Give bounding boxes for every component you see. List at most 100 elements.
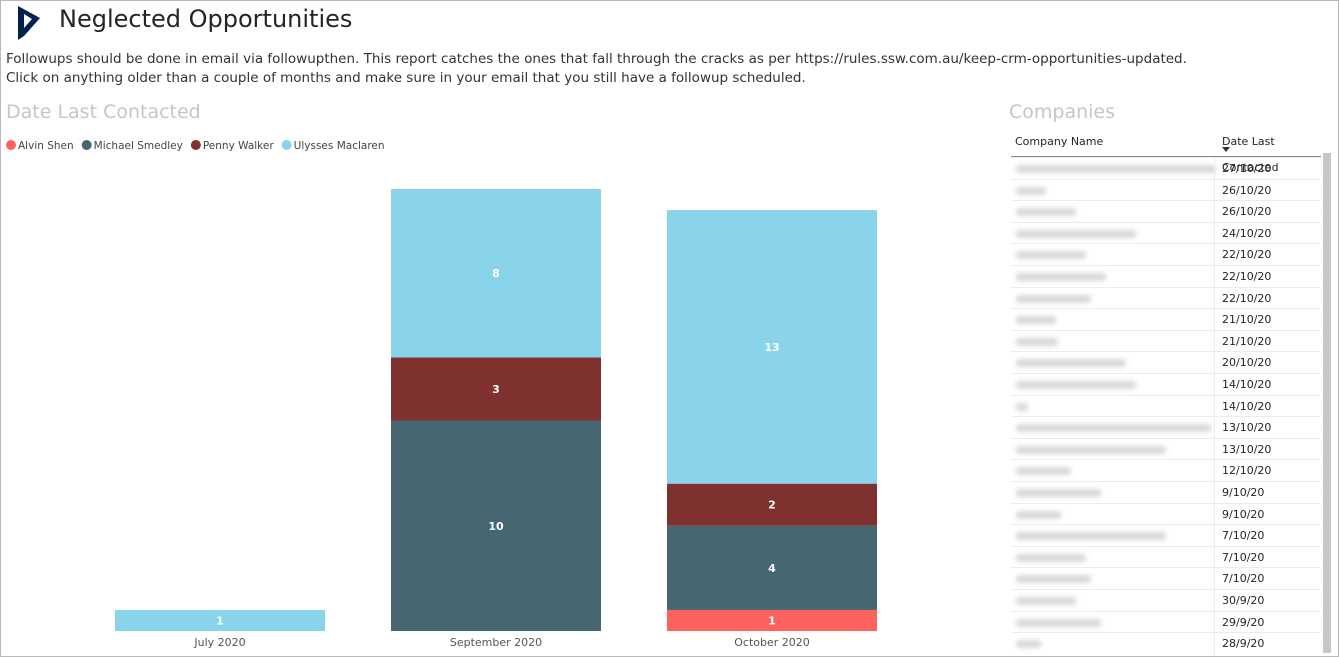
redacted-company <box>1016 316 1056 325</box>
date-cell: 21/10/20 <box>1222 313 1272 327</box>
redacted-company <box>1016 337 1058 346</box>
x-tick-label: July 2020 <box>193 636 245 649</box>
table-row[interactable]: 29/9/20 <box>1011 610 1321 634</box>
table-row[interactable]: 20/10/20 <box>1011 351 1321 374</box>
table-row[interactable]: 12/10/20 <box>1011 459 1321 482</box>
legend-marker <box>81 140 92 150</box>
table-row[interactable]: 13/10/20 <box>1011 437 1321 461</box>
redacted-company <box>1016 640 1041 649</box>
date-cell: 14/10/20 <box>1222 378 1272 391</box>
redacted-company <box>1016 489 1101 497</box>
x-tick-label: September 2020 <box>450 636 542 649</box>
date-cell: 14/10/20 <box>1222 399 1272 413</box>
table-row[interactable]: 14/10/20 <box>1011 394 1321 418</box>
date-cell: 28/9/20 <box>1222 637 1265 651</box>
date-cell: 26/10/20 <box>1222 205 1272 219</box>
redacted-company <box>1016 273 1106 281</box>
bar-segment <box>667 483 877 526</box>
table-row[interactable]: 13/10/20 <box>1011 416 1321 439</box>
table-row[interactable]: 28/9/20 <box>1011 632 1321 655</box>
redacted-company <box>1016 618 1101 627</box>
table-row[interactable]: 27/10/20 <box>1011 157 1321 180</box>
redacted-company <box>1016 186 1046 195</box>
table-row[interactable]: 14/10/20 <box>1011 373 1321 396</box>
date-cell: 30/9/20 <box>1222 594 1265 607</box>
redacted-company <box>1016 532 1166 541</box>
data-label: 2 <box>768 499 776 512</box>
redacted-company <box>1016 294 1091 303</box>
table-row[interactable]: 30/9/20 <box>1011 589 1321 612</box>
table-row[interactable]: 21/10/20 <box>1011 308 1321 331</box>
legend-marker <box>6 140 16 150</box>
description: Click on anything older than a couple of… <box>6 70 806 86</box>
redacted-company <box>1016 445 1166 454</box>
date-cell: 13/10/20 <box>1222 421 1272 435</box>
table-row[interactable]: 7/10/20 <box>1011 567 1321 590</box>
date-cell: 20/10/20 <box>1222 356 1272 370</box>
data-label: 1 <box>768 614 776 627</box>
date-cell: 26/10/20 <box>1222 183 1272 197</box>
date-cell: 13/10/20 <box>1222 442 1272 456</box>
data-label: 4 <box>768 562 776 575</box>
legend-label: Alvin Shen <box>18 140 74 152</box>
date-cell: 7/10/20 <box>1222 529 1265 543</box>
redacted-company <box>1016 251 1086 260</box>
date-cell: 27/10/20 <box>1222 162 1272 175</box>
redacted-company <box>1016 208 1076 217</box>
table-row[interactable]: 7/10/20 <box>1011 545 1321 569</box>
date-cell: 24/10/20 <box>1222 226 1272 240</box>
companies-table: Company Name Date Last Contacted 27/10/2… <box>1011 129 1331 656</box>
date-cell: 22/10/20 <box>1222 270 1272 283</box>
redacted-company <box>1016 575 1091 584</box>
date-cell: 29/9/20 <box>1222 615 1265 629</box>
legend-marker <box>281 140 292 150</box>
legend-label: Ulysses Maclaren <box>294 140 385 152</box>
table-row[interactable]: 9/10/20 <box>1011 502 1321 526</box>
data-label: 8 <box>492 267 500 280</box>
bar-segment <box>667 609 877 631</box>
table-row[interactable]: 21/10/20 <box>1011 329 1321 353</box>
table-row[interactable]: 9/10/20 <box>1011 481 1321 504</box>
page-title: Neglected Opportunities <box>59 5 353 33</box>
chart-title: Date Last Contacted <box>6 101 201 123</box>
bar-segment <box>391 420 601 631</box>
redacted-company <box>1016 229 1136 238</box>
table-row[interactable]: 7/10/20 <box>1011 524 1321 547</box>
legend-label: Penny Walker <box>203 140 275 152</box>
legend-marker <box>190 140 201 150</box>
redacted-company <box>1016 402 1028 411</box>
table-row[interactable]: 22/10/20 <box>1011 265 1321 288</box>
redacted-company <box>1016 359 1126 368</box>
column-header[interactable]: Date Last Contacted <box>1222 135 1279 174</box>
redacted-company <box>1016 553 1086 562</box>
redacted-company <box>1016 597 1076 605</box>
date-cell: 22/10/20 <box>1222 248 1272 262</box>
date-cell: 7/10/20 <box>1222 572 1265 586</box>
x-tick-label: October 2020 <box>734 636 810 649</box>
date-cell: 7/10/20 <box>1222 550 1265 564</box>
date-cell: 21/10/20 <box>1222 334 1272 348</box>
legend-label: Michael Smedley <box>94 140 183 152</box>
bar-segment <box>391 189 601 358</box>
date-cell: 22/10/20 <box>1222 291 1272 305</box>
sort-indicator <box>1222 147 1230 152</box>
table-row[interactable]: 24/10/20 <box>1011 221 1321 245</box>
bar-segment <box>667 210 877 484</box>
scrollbar[interactable] <box>1323 153 1331 653</box>
data-label: 10 <box>488 520 504 533</box>
chart: Alvin Shen Michael Smedley Penny Walker Uly… <box>6 140 877 649</box>
table-row[interactable]: 22/10/20 <box>1011 286 1321 310</box>
redacted-company <box>1016 165 1216 173</box>
redacted-company <box>1016 424 1211 433</box>
bar-segment <box>115 609 325 631</box>
data-label: 3 <box>492 383 500 396</box>
date-cell: 9/10/20 <box>1222 507 1265 521</box>
date-cell: 9/10/20 <box>1222 486 1265 499</box>
table-row[interactable]: 22/10/20 <box>1011 243 1321 266</box>
table-row[interactable]: 26/10/20 <box>1011 200 1321 223</box>
redacted-company <box>1016 467 1071 476</box>
data-label: 1 <box>216 614 224 627</box>
table-row[interactable]: 26/10/20 <box>1011 178 1321 202</box>
column-header[interactable]: Company Name <box>1015 135 1104 148</box>
